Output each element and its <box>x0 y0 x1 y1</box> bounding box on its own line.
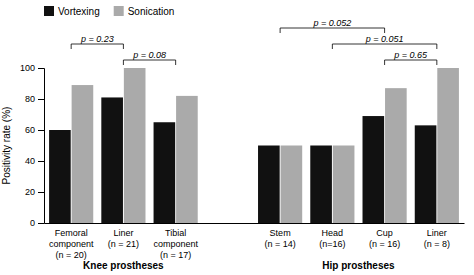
tick-label-line: Head <box>322 228 344 238</box>
bracket <box>280 28 384 33</box>
tick-label: Liner(n = 8) <box>424 228 450 249</box>
tick-label-line: (n = 14) <box>264 239 295 249</box>
bar <box>415 125 437 223</box>
bar <box>310 146 332 224</box>
tick-mark <box>38 161 44 162</box>
bracket <box>332 44 436 49</box>
tick-label: 80 <box>25 94 35 104</box>
tick-label-line: (n = 21) <box>108 239 139 249</box>
bar <box>281 146 303 224</box>
tick-label-line: (n = 16) <box>369 239 400 249</box>
axis-line <box>38 69 45 224</box>
tick-label-line: Tibial <box>165 228 186 238</box>
bar <box>176 96 198 223</box>
legend: Vortexing Sonication <box>44 6 174 17</box>
annotation: p = 0.08 <box>132 50 166 60</box>
bar <box>437 68 459 223</box>
tick: 20 <box>25 187 44 197</box>
tick: Stem(n = 14) <box>264 228 295 249</box>
bar <box>333 146 355 224</box>
legend-label: Vortexing <box>58 6 100 17</box>
tick-label: 100 <box>20 63 35 73</box>
bar <box>154 122 176 223</box>
tick-label-line: (n = 8) <box>424 239 450 249</box>
legend-item: Vortexing <box>44 6 100 17</box>
bar <box>72 85 94 223</box>
chart-container: 020406080100Femoralcomponent(n = 20)Line… <box>0 0 474 275</box>
tick-label: 60 <box>25 125 35 135</box>
tick-mark <box>38 192 44 193</box>
tick-label-line: (n=16) <box>319 239 345 249</box>
x-axis: Femoralcomponent(n = 20)Liner(n = 21)Tib… <box>45 224 465 260</box>
y-axis-title: Positivity rate (%) <box>1 107 12 185</box>
legend-label: Sonication <box>128 6 175 17</box>
tick: 0 <box>30 218 44 228</box>
annotation: p = 0.052 <box>312 18 351 28</box>
tick-mark <box>38 68 44 69</box>
tick-label-line: (n = 17) <box>160 250 191 260</box>
annotation: p = 0.65 <box>393 50 428 60</box>
bar <box>363 116 385 223</box>
tick-label-line: (n = 20) <box>56 250 87 260</box>
series-0 <box>49 97 436 223</box>
tick-label-line: Liner <box>113 228 133 238</box>
chart-svg: 020406080100Femoralcomponent(n = 20)Line… <box>0 0 474 275</box>
tick-label: 0 <box>30 218 35 228</box>
bar <box>124 68 146 223</box>
tick: 80 <box>25 94 44 104</box>
series-1 <box>72 68 459 223</box>
tick-label-line: Liner <box>427 228 447 238</box>
legend-swatch <box>44 6 54 16</box>
tick: 60 <box>25 125 44 135</box>
bar <box>49 130 71 223</box>
bracket <box>385 60 437 65</box>
legend-swatch <box>114 6 124 16</box>
tick-mark <box>38 130 44 131</box>
y-axis: 0 20 40 60 80 100 <box>20 63 45 228</box>
bracket <box>123 60 175 65</box>
tick: 40 <box>25 156 44 166</box>
bar <box>258 146 280 224</box>
tick: Liner(n = 21) <box>108 228 139 249</box>
tick: Liner(n = 8) <box>424 228 450 249</box>
annotation: p = 0.051 <box>365 34 404 44</box>
tick-label-line: component <box>49 239 94 249</box>
bar <box>101 97 123 223</box>
bar <box>385 88 407 223</box>
group-label: Hip prostheses <box>322 260 395 271</box>
bracket <box>71 44 123 49</box>
tick-label-line: Stem <box>270 228 291 238</box>
legend-item: Sonication <box>114 6 175 17</box>
tick-label-line: Femoral <box>55 228 88 238</box>
tick-label: Liner(n = 21) <box>108 228 139 249</box>
tick-label: Stem(n = 14) <box>264 228 295 249</box>
bars <box>49 68 459 223</box>
tick: Tibialcomponent(n = 17) <box>153 228 198 260</box>
tick-label: Femoralcomponent(n = 20) <box>49 228 94 260</box>
tick-mark <box>38 99 44 100</box>
tick-label: Tibialcomponent(n = 17) <box>153 228 198 260</box>
axis-line <box>45 223 465 224</box>
annotation: p = 0.23 <box>80 34 114 44</box>
tick: 100 <box>20 63 44 73</box>
tick-label: 40 <box>25 156 35 166</box>
tick-label: Cup(n = 16) <box>369 228 400 249</box>
tick: Head(n=16) <box>319 228 345 249</box>
annotations: p = 0.23 p = 0.08 p = 0.052 p = 0.051 p = 0.… <box>71 18 437 65</box>
tick-label: 20 <box>25 187 35 197</box>
tick: Femoralcomponent(n = 20) <box>49 228 94 260</box>
tick-label-line: component <box>153 239 198 249</box>
group-label: Knee prostheses <box>83 260 164 271</box>
tick-label-line: Cup <box>376 228 393 238</box>
tick: Cup(n = 16) <box>369 228 400 249</box>
tick-mark <box>38 223 44 224</box>
tick-label: Head(n=16) <box>319 228 345 249</box>
plot: 020406080100Femoralcomponent(n = 20)Line… <box>1 18 465 271</box>
